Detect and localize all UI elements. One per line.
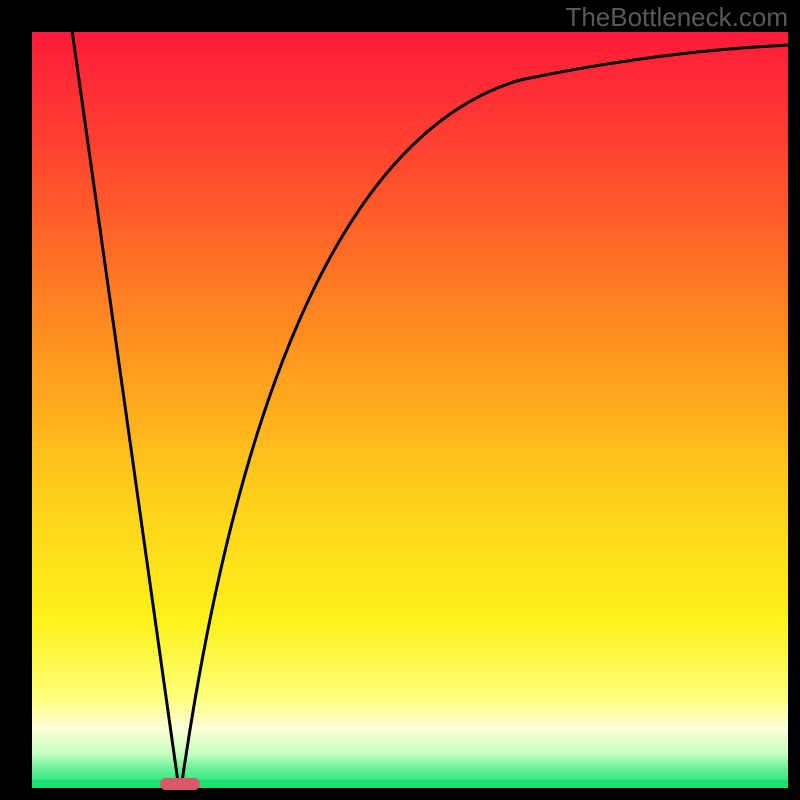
watermark-text: TheBottleneck.com bbox=[565, 2, 788, 33]
border-bottom bbox=[0, 788, 800, 800]
border-right bbox=[788, 0, 800, 800]
gradient-background bbox=[32, 32, 788, 788]
border-left bbox=[0, 0, 32, 800]
bottom-green-strip bbox=[32, 780, 788, 788]
chart-container: TheBottleneck.com bbox=[0, 0, 800, 800]
optimal-marker bbox=[160, 778, 200, 790]
